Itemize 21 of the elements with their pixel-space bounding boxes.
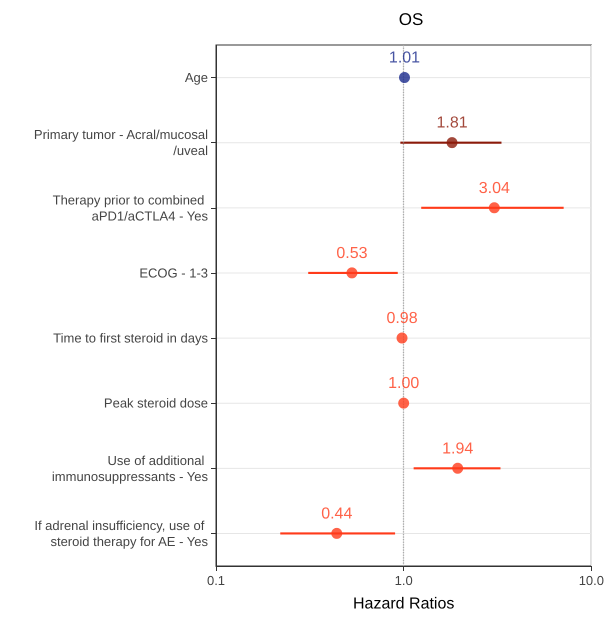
data-label: 0.44: [321, 505, 352, 522]
y-tick-label: Primary tumor - Acral/mucosal/uveal: [34, 127, 208, 158]
y-tick-label: Time to first steroid in days: [53, 330, 208, 346]
y-tick-label: Peak steroid dose: [104, 396, 208, 411]
data-label: 1.81: [436, 114, 468, 132]
y-tick-label: If adrenal insufficiency, use of steroid therapy for AE - Yes: [34, 518, 208, 549]
y-tick-label: Age: [184, 70, 208, 86]
chart-title: OS: [398, 10, 424, 29]
y-tick-label: Therapy prior to combined aPD1/aCTLA4 - Yes: [52, 192, 208, 224]
x-axis-title: Hazard Ratios: [352, 596, 454, 612]
x-tick-label: 0.1: [206, 573, 226, 588]
data-label: 1.94: [442, 440, 474, 458]
y-tick-label: ECOG - 1-3: [139, 265, 208, 280]
y-tick-label: Use of additional immunosuppressants - Yes: [52, 452, 208, 484]
data-label: 3.04: [478, 180, 510, 197]
data-label: 0.53: [336, 244, 368, 262]
data-label: 1.00: [388, 375, 420, 392]
data-label: 1.01: [388, 50, 420, 67]
data-label: 0.98: [386, 310, 418, 328]
x-tick-label: 10.0: [578, 573, 604, 588]
x-tick-label: 1.0: [394, 573, 413, 588]
